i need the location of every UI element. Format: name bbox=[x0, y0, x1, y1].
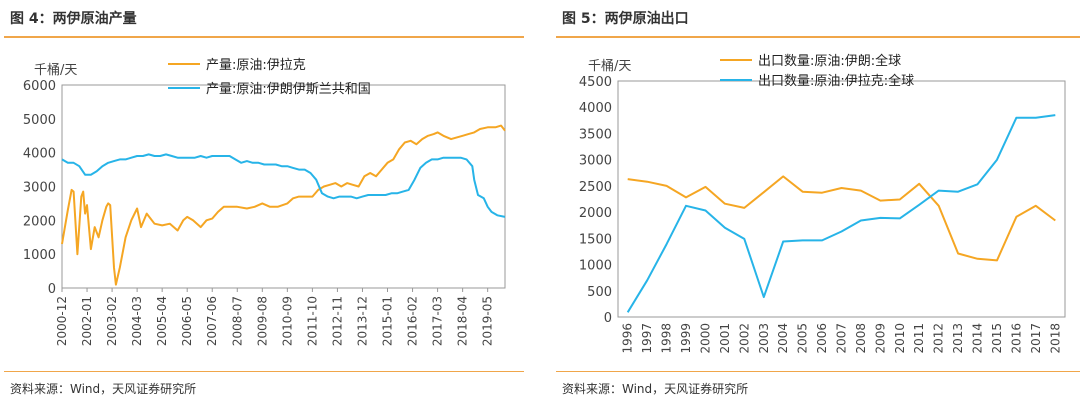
y-tick-label: 1500 bbox=[579, 232, 612, 247]
footer-divider bbox=[4, 371, 524, 372]
legend-label-0: 产量:原油:伊拉克 bbox=[206, 58, 306, 73]
series-line-1 bbox=[626, 114, 1056, 313]
y-tick-label: 0 bbox=[604, 311, 612, 326]
production-chart: 千桶/天 0 1000 2000 3000 4000 5000 6000 2000-12 2002… bbox=[23, 58, 506, 346]
y-tick-label: 1000 bbox=[579, 259, 612, 274]
y-tick-label: 4000 bbox=[23, 147, 56, 162]
x-tick-label: 2011-10 bbox=[305, 296, 319, 346]
chart-title: 图 5：两伊原油出口 bbox=[562, 11, 689, 27]
legend-label-1: 产量:原油:伊朗伊斯兰共和国 bbox=[206, 82, 371, 97]
x-tick-label: 2019-05 bbox=[481, 296, 495, 346]
footer-divider bbox=[556, 371, 1080, 372]
chart-panel-left: 图 4：两伊原油产量 千桶/天 0 1000 2000 3000 4000 5000 6000… bbox=[4, 11, 524, 396]
x-tick-label: 2003 bbox=[757, 323, 771, 354]
export-chart: 千桶/天 0 500 1000 1500 2000 2500 3000 3500 4000 4500… bbox=[579, 53, 1066, 354]
x-tick-label: 2012 bbox=[932, 323, 946, 354]
x-tick-label: 2015-01 bbox=[381, 296, 395, 346]
x-tick-label: 2015 bbox=[990, 323, 1004, 354]
y-tick-label: 3000 bbox=[579, 154, 612, 169]
x-tick-label: 2017 bbox=[1029, 323, 1043, 354]
x-tick-label: 2002-01 bbox=[80, 296, 94, 346]
x-tick-label: 2002 bbox=[737, 323, 751, 354]
x-tick-label: 2016-02 bbox=[406, 296, 420, 346]
y-tick-label: 3000 bbox=[23, 181, 56, 196]
x-tick-label: 2010-09 bbox=[280, 296, 294, 346]
legend-label-1: 出口数量:原油:伊拉克:全球 bbox=[758, 73, 914, 89]
series-line-1 bbox=[61, 153, 506, 218]
x-tick-label: 2018-04 bbox=[456, 296, 470, 346]
x-tick-label: 1996 bbox=[621, 323, 635, 354]
x-tick-label: 2014 bbox=[971, 323, 985, 354]
x-tick-label: 2011 bbox=[912, 323, 926, 354]
x-tick-label: 2003-02 bbox=[105, 296, 119, 346]
x-tick-label: 2008 bbox=[854, 323, 868, 354]
x-tick-label: 2006-05 bbox=[180, 296, 194, 346]
y-tick-label: 0 bbox=[48, 282, 56, 297]
y-tick-label: 4000 bbox=[579, 101, 612, 116]
x-tick-label: 2008-07 bbox=[230, 296, 244, 346]
y-axis-unit: 千桶/天 bbox=[34, 63, 77, 78]
y-tick-label: 2500 bbox=[579, 180, 612, 195]
y-axis-unit: 千桶/天 bbox=[588, 59, 631, 74]
x-tick-label: 2005-04 bbox=[155, 296, 169, 346]
title-divider bbox=[556, 36, 1080, 38]
x-tick-label: 2007 bbox=[835, 323, 849, 354]
source-note: 资料来源：Wind，天风证券研究所 bbox=[562, 382, 749, 396]
x-tick-label: 2006 bbox=[815, 323, 829, 354]
x-tick-label: 2007-06 bbox=[205, 296, 219, 346]
y-tick-label: 1000 bbox=[23, 248, 56, 263]
y-tick-label: 2000 bbox=[579, 206, 612, 221]
y-tick-label: 2000 bbox=[23, 214, 56, 229]
x-tick-label: 1997 bbox=[640, 323, 654, 354]
legend-label-0: 出口数量:原油:伊朗:全球 bbox=[758, 53, 901, 69]
y-tick-label: 3500 bbox=[579, 127, 612, 142]
x-tick-label: 2012-11 bbox=[330, 296, 344, 346]
x-tick-label: 2000-12 bbox=[55, 296, 69, 346]
y-tick-label: 4500 bbox=[579, 75, 612, 90]
x-tick-label: 1999 bbox=[679, 323, 693, 354]
plot-area-border bbox=[617, 80, 1066, 318]
title-divider bbox=[4, 36, 524, 38]
x-tick-label: 2001 bbox=[718, 323, 732, 354]
x-tick-label: 2005 bbox=[796, 323, 810, 354]
plot-area-border bbox=[61, 84, 506, 289]
x-tick-label: 2017-03 bbox=[431, 296, 445, 346]
x-tick-label: 2009-08 bbox=[255, 296, 269, 346]
x-tick-label: 2013-12 bbox=[355, 296, 369, 346]
series-line-0 bbox=[61, 124, 506, 286]
source-note: 资料来源：Wind，天风证券研究所 bbox=[10, 382, 197, 396]
series-line-0 bbox=[627, 175, 1056, 262]
x-tick-label: 2016 bbox=[1009, 323, 1023, 354]
y-tick-label: 6000 bbox=[23, 79, 56, 94]
x-tick-label: 2004 bbox=[776, 323, 790, 354]
x-tick-label: 2018 bbox=[1048, 323, 1062, 354]
x-tick-label: 2013 bbox=[951, 323, 965, 354]
y-tick-label: 5000 bbox=[23, 113, 56, 128]
x-tick-label: 2009 bbox=[873, 323, 887, 354]
chart-panel-right: 图 5：两伊原油出口 千桶/天 0 500 1000 1500 2000 2500 3000 3… bbox=[540, 0, 1080, 406]
x-tick-label: 2004-03 bbox=[130, 296, 144, 346]
y-tick-label: 500 bbox=[587, 285, 612, 300]
x-tick-label: 2000 bbox=[698, 323, 712, 354]
chart-title: 图 4：两伊原油产量 bbox=[10, 11, 137, 27]
x-tick-label: 2010 bbox=[893, 323, 907, 354]
x-tick-label: 1998 bbox=[660, 323, 674, 354]
